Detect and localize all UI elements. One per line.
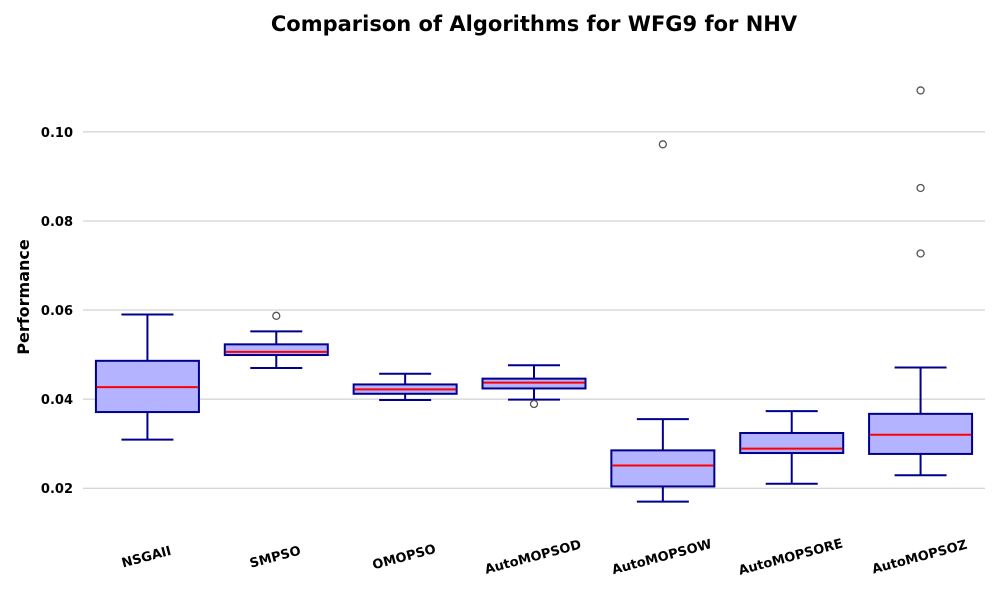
x-axis-ticks: NSGAII SMPSO OMOPSO AutoMOPSOD AutoMOPSOW Aut… [120,536,969,578]
outlier-point [529,399,539,409]
iqr-box [739,431,845,455]
outlier-point [272,311,281,320]
x-tick-label: AutoMOPSOD [483,537,583,577]
x-tick-label: AutoMOPSOW [610,537,713,578]
outlier-point [916,249,925,258]
iqr-box [223,343,329,357]
box-AutoMOPSOD [481,364,587,409]
y-tick-label: 0.04 [41,393,73,408]
box-OMOPSO [352,372,458,402]
x-tick-label: AutoMOPSOZ [870,538,968,578]
y-axis-label: Performance [14,239,33,355]
y-tick-label: 0.10 [41,126,73,141]
y-tick-label: 0.06 [41,304,73,319]
box-AutoMOPSORE [739,410,845,485]
box-AutoMOPSOZ [868,86,974,477]
box-SMPSO [223,311,329,369]
outlier-point [916,86,925,95]
x-tick-label: SMPSO [248,544,302,572]
grid-lines [83,131,985,489]
y-tick-label: 0.08 [41,215,73,230]
chart-title: Comparison of Algorithms for WFG9 for NH… [271,12,798,36]
outlier-point [658,140,668,149]
y-tick-label: 0.02 [41,482,73,497]
outlier-point [916,183,925,193]
box-plots [94,86,974,503]
x-tick-label: AutoMOPSORE [737,536,845,578]
iqr-box [610,449,716,488]
x-tick-label: NSGAII [120,544,173,572]
y-axis-ticks: 0.02 0.04 0.06 0.08 0.10 [41,126,73,497]
x-tick-label: OMOPSO [371,542,438,573]
box-AutoMOPSOW [610,140,716,503]
box-NSGAII [94,313,200,441]
